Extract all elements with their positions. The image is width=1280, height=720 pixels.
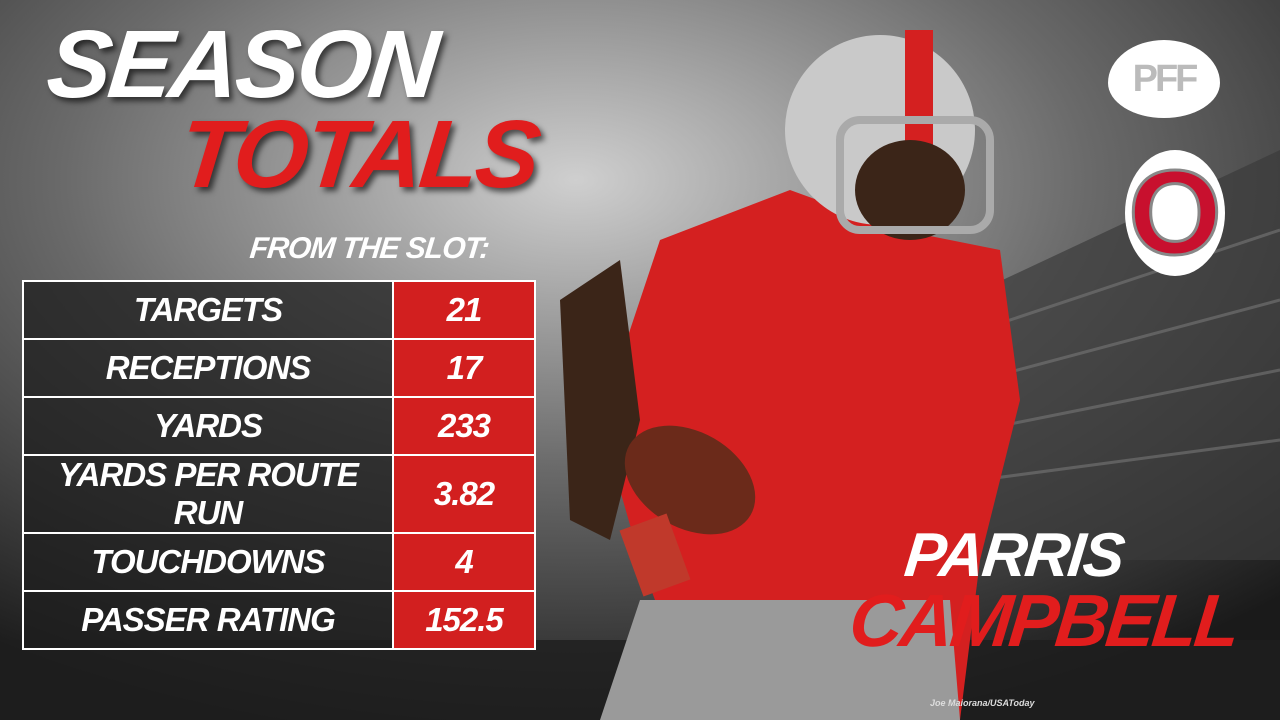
stat-row: TARGETS 21: [22, 280, 536, 340]
team-logo: O: [1125, 150, 1225, 276]
stat-label: YARDS: [22, 396, 394, 456]
stat-label: YARDS PER ROUTE RUN: [22, 454, 394, 534]
stat-value: 21: [392, 280, 536, 340]
player-last-name: CAMPBELL: [845, 579, 1242, 662]
stat-value: 4: [392, 532, 536, 592]
stat-label: TOUCHDOWNS: [22, 532, 394, 592]
subtitle: FROM THE SLOT:: [248, 232, 491, 265]
stat-row: TOUCHDOWNS 4: [22, 532, 536, 592]
stat-label: TARGETS: [22, 280, 394, 340]
stat-value: 3.82: [392, 454, 536, 534]
stat-label: RECEPTIONS: [22, 338, 394, 398]
stat-row: YARDS 233: [22, 396, 536, 456]
stat-label: PASSER RATING: [22, 590, 394, 650]
stats-table: TARGETS 21 RECEPTIONS 17 YARDS 233 YARDS PER R…: [22, 280, 536, 650]
stat-row: RECEPTIONS 17: [22, 338, 536, 398]
stat-value: 17: [392, 338, 536, 398]
photo-credit: Joe Maiorana/USAToday: [930, 698, 1035, 708]
stat-row: YARDS PER ROUTE RUN 3.82: [22, 454, 536, 534]
stat-row: PASSER RATING 152.5: [22, 590, 536, 650]
stat-value: 152.5: [392, 590, 536, 650]
title-line: TOTALS: [174, 101, 543, 208]
stat-value: 233: [392, 396, 536, 456]
brand-logo: PFF: [1108, 40, 1220, 118]
